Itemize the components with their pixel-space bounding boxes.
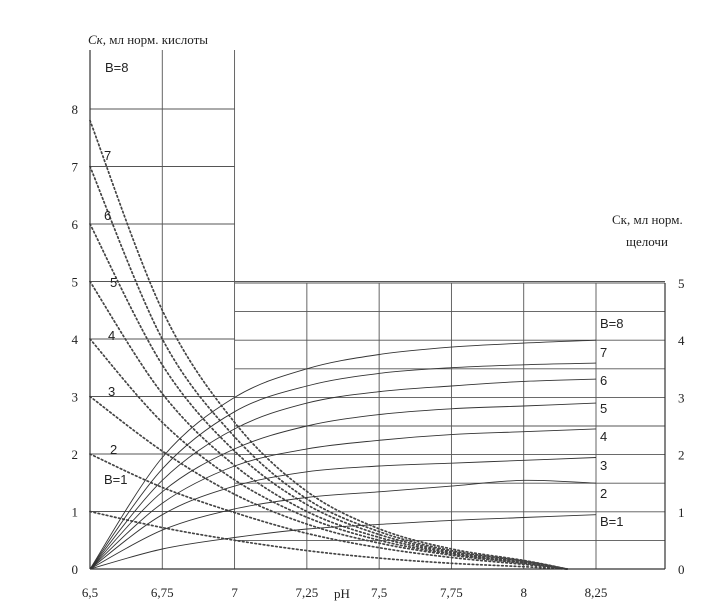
- left-tick-label: 1: [72, 505, 79, 520]
- x-tick-label: 6,75: [151, 585, 174, 600]
- left-tick-label: 4: [72, 332, 79, 347]
- labels: Cк, мл норм. кислоты Cк, мл норм. щелочи…: [72, 32, 686, 601]
- grid-lines: [89, 50, 665, 569]
- alkali-series-label: B=1: [600, 514, 624, 529]
- x-tick-label: 6,5: [82, 585, 98, 600]
- acid-series-label: 5: [110, 275, 117, 290]
- x-tick-label: 7,75: [440, 585, 463, 600]
- acid-curves: [89, 119, 568, 570]
- left-axis-label-rest: мл норм. кислоты: [106, 32, 208, 47]
- alkali-curve-b8: [89, 339, 597, 570]
- left-axis-label: Cк, мл норм. кислоты: [88, 32, 208, 47]
- right-axis-label-line2: щелочи: [626, 234, 668, 249]
- acid-curve-b4: [89, 338, 568, 570]
- right-tick-label: 4: [678, 333, 685, 348]
- left-axis-label-italic: Cк,: [88, 32, 106, 47]
- right-axis-label-line1: Cк, мл норм.: [612, 212, 683, 227]
- left-tick-label: 6: [72, 217, 79, 232]
- alkali-curve-b2: [89, 479, 597, 570]
- right-tick-label: 5: [678, 276, 685, 291]
- alkali-curves: [89, 339, 597, 570]
- right-tick-label: 1: [678, 505, 685, 520]
- alkali-series-label: B=8: [600, 316, 624, 331]
- acid-curve-b2: [89, 453, 568, 570]
- acid-series-label: 2: [110, 442, 117, 457]
- alkali-series-label: 5: [600, 401, 607, 416]
- x-tick-label: 7: [231, 585, 238, 600]
- alkali-curve-b3: [89, 457, 597, 570]
- left-tick-label: 0: [72, 562, 79, 577]
- acid-curve-b8: [89, 119, 568, 570]
- x-axis-label: pH: [334, 586, 350, 601]
- alkali-series-label: 3: [600, 458, 607, 473]
- x-tick-label: 8: [520, 585, 527, 600]
- acid-series-label: B=8: [105, 60, 129, 75]
- right-tick-label: 3: [678, 390, 685, 405]
- right-tick-label: 0: [678, 562, 685, 577]
- acid-curve-b7: [89, 165, 568, 570]
- alkali-series-label: 2: [600, 486, 607, 501]
- left-tick-label: 5: [72, 275, 79, 290]
- alkali-series-label: 4: [600, 429, 607, 444]
- acid-series-label: 3: [108, 384, 115, 399]
- alkali-series-label: 7: [600, 345, 607, 360]
- left-tick-label: 3: [72, 390, 79, 405]
- axes: [89, 50, 666, 570]
- acid-series-label: B=1: [104, 472, 128, 487]
- x-tick-label: 7,25: [295, 585, 318, 600]
- acid-series-label: 6: [104, 208, 111, 223]
- alkali-curve-b4: [89, 428, 597, 570]
- alkali-curve-b6: [89, 378, 597, 570]
- alkali-curve-b5: [89, 402, 597, 570]
- acid-curve-b1: [89, 510, 568, 570]
- x-tick-label: 7,5: [371, 585, 387, 600]
- acid-curve-b6: [89, 223, 568, 570]
- right-tick-label: 2: [678, 448, 685, 463]
- alkali-series-label: 6: [600, 373, 607, 388]
- alkali-curve-b7: [89, 362, 597, 570]
- alkali-curve-b1: [89, 514, 597, 570]
- left-tick-label: 7: [72, 160, 79, 175]
- acid-series-label: 4: [108, 328, 115, 343]
- left-tick-label: 8: [72, 102, 79, 117]
- left-tick-label: 2: [72, 447, 79, 462]
- x-tick-label: 8,25: [585, 585, 608, 600]
- acid-series-label: 7: [104, 148, 111, 163]
